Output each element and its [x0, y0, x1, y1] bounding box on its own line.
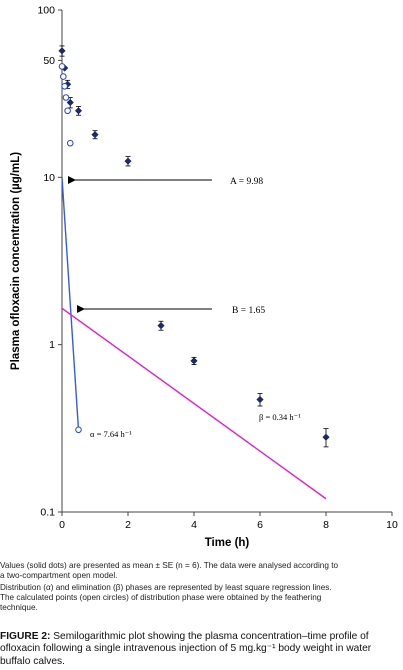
- figure-caption-text: Semilogarithmic plot showing the plasma …: [0, 631, 372, 667]
- rate-constant-label: α = 7.64 h⁻¹: [90, 429, 132, 439]
- x-tick-label: 4: [191, 519, 197, 531]
- x-tick-label: 0: [59, 519, 65, 531]
- y-tick-label: 100: [37, 5, 55, 17]
- intercept-label: A = 9.98: [230, 177, 263, 187]
- solid-data-point: [190, 357, 198, 365]
- rate-constant-label: β = 0.34 h⁻¹: [259, 412, 301, 422]
- y-tick-label: 10: [43, 172, 55, 184]
- x-tick-label: 8: [323, 519, 329, 531]
- note-line-1: Values (solid dots) are presented as mea…: [0, 561, 339, 570]
- figure-label: FIGURE 2:: [0, 631, 51, 642]
- open-calculated-point: [62, 94, 70, 101]
- x-tick-label: 2: [125, 519, 131, 531]
- data-points: [58, 45, 330, 448]
- solid-data-point: [124, 157, 132, 165]
- note-line-5: technique.: [0, 603, 38, 612]
- x-axis-title: Time (h): [205, 537, 250, 549]
- note-line-3: Distribution (α) and elimination (β) pha…: [0, 583, 332, 592]
- intercept-label: B = 1.65: [232, 306, 265, 316]
- solid-data-point: [58, 47, 66, 55]
- elimination-regression-line: [61, 307, 327, 500]
- figure-caption: FIGURE 2: Semilogarithmic plot showing t…: [0, 631, 403, 668]
- solid-data-point: [91, 130, 99, 139]
- solid-data-point: [256, 395, 264, 404]
- note-line-2: a two-compartment open model.: [0, 571, 118, 580]
- y-tick-label: 50: [43, 55, 55, 67]
- solid-data-point: [66, 98, 74, 107]
- open-calculated-point: [64, 107, 71, 115]
- solid-data-point: [322, 433, 330, 441]
- solid-data-point: [74, 107, 83, 115]
- y-tick-label: 0.1: [40, 507, 55, 519]
- open-calculated-point: [61, 82, 68, 90]
- y-axis-title: Plasma ofloxacin concentration (µg/mL): [10, 152, 22, 370]
- open-calculated-point: [58, 63, 66, 70]
- concentration-time-chart: 0.1 1 10 50 100 0 2 4 6 8 10 Time (h) Plasma ofloxac…: [10, 5, 398, 550]
- x-tick-label: 10: [386, 519, 398, 531]
- regression-lines: [61, 177, 327, 500]
- y-tick-label: 1: [49, 339, 55, 351]
- x-tick-label: 6: [257, 519, 263, 531]
- open-calculated-point: [75, 426, 82, 434]
- note-line-4: The calculated points (open circles) of …: [0, 593, 322, 602]
- open-calculated-point: [60, 73, 67, 80]
- annotations: A = 9.98 B = 1.65 α = 7.64 h⁻¹ β = 0.34 h⁻¹: [68, 176, 301, 439]
- open-calculated-point: [66, 139, 74, 147]
- axes: 0.1 1 10 50 100 0 2 4 6 8 10 Time (h) Plasma ofloxac…: [10, 5, 398, 550]
- solid-data-point: [157, 321, 165, 330]
- distribution-regression-line: [61, 177, 80, 430]
